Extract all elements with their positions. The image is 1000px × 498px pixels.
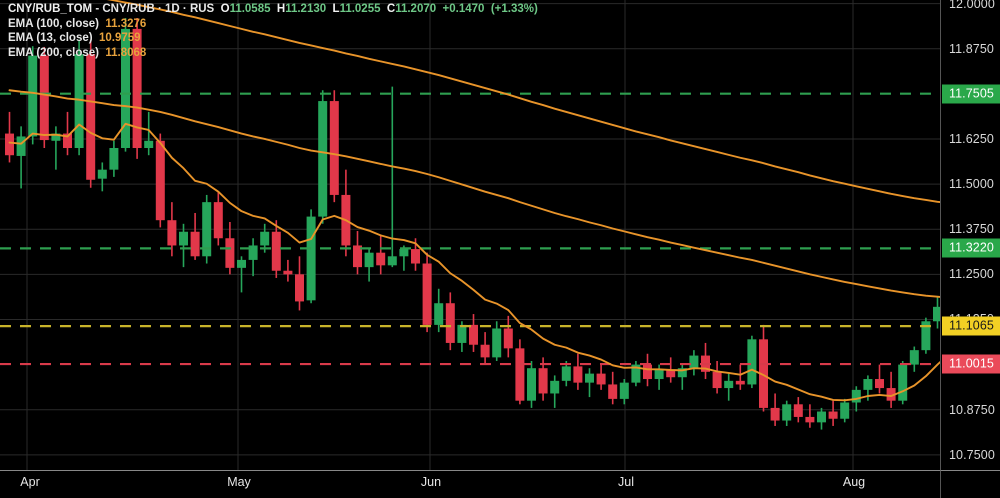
candlestick [875, 364, 884, 394]
candlestick [28, 46, 38, 145]
time-tick-label: May [227, 475, 251, 489]
candlestick [480, 332, 490, 365]
price-tick-label: 12.0000 [949, 0, 995, 11]
candlestick [817, 407, 826, 430]
candlestick [132, 18, 142, 159]
candlestick [155, 133, 165, 228]
ema-200-line [106, 0, 940, 204]
candlestick [724, 373, 734, 401]
time-tick-label: Aug [842, 475, 866, 489]
price-tick-label: 10.7500 [949, 447, 995, 462]
candlestick [39, 46, 49, 149]
ema-13-line [8, 122, 940, 402]
candlestick [909, 346, 919, 372]
candlestick [759, 324, 768, 412]
candlestick [898, 360, 908, 405]
candlestick [434, 288, 444, 333]
price-badge[interactable]: 11.0015 [942, 354, 1000, 374]
candlestick [51, 126, 61, 170]
candlestick [109, 140, 119, 177]
candlestick [793, 397, 803, 423]
plot-area[interactable] [0, 0, 940, 470]
price-tick-label: 11.5000 [949, 177, 994, 192]
price-badge[interactable]: 11.7505 [942, 84, 1000, 104]
candlestick [747, 335, 757, 389]
price-tick-label: 10.8750 [949, 402, 995, 417]
candlestick [271, 220, 281, 278]
candlestick [828, 400, 838, 426]
candlestick [248, 238, 258, 277]
candlestick [550, 375, 560, 408]
time-tick-label: Jun [420, 475, 442, 489]
candlestick [515, 339, 525, 405]
candlestick [677, 364, 687, 390]
candlestick [561, 360, 571, 387]
candlestick [306, 209, 316, 304]
candlestick [5, 111, 14, 163]
candlestick [74, 39, 84, 156]
candlestick [97, 162, 107, 192]
candlestick [318, 90, 328, 224]
candlestick [445, 292, 455, 351]
candlestick [631, 360, 641, 387]
candlestick [503, 315, 513, 358]
price-tick-label: 11.2500 [949, 267, 994, 282]
candlestick [237, 256, 246, 293]
candlestick [933, 296, 940, 329]
candlestick [619, 379, 629, 405]
price-badge[interactable]: 11.1065 [942, 316, 1000, 336]
candlestick [921, 317, 931, 354]
candlestick [167, 202, 177, 257]
time-tick-label: Apr [20, 475, 40, 489]
candlestick [179, 223, 188, 268]
candlestick [283, 259, 293, 282]
price-badge[interactable]: 11.3220 [942, 238, 1000, 258]
candlestick [422, 252, 432, 333]
time-tick-label: Jul [618, 475, 634, 489]
candlestick [341, 169, 351, 257]
candlestick [16, 126, 26, 189]
price-tick-label: 11.8750 [949, 41, 994, 56]
candlestick [492, 321, 502, 361]
candlestick [202, 194, 212, 264]
candlestick [295, 256, 304, 311]
candlestick [712, 360, 722, 394]
candlestick [689, 350, 699, 376]
candlestick [213, 191, 223, 246]
candlestick [782, 400, 792, 426]
time-axis[interactable]: Apr May Jun Jul Aug [0, 470, 940, 498]
candlestick [840, 398, 850, 423]
candlestick [144, 111, 154, 156]
candlestick [573, 353, 583, 390]
candlestick [63, 111, 72, 156]
axis-corner [940, 470, 1000, 498]
price-tick-label: 11.3750 [949, 222, 994, 237]
candlestick [805, 404, 815, 428]
candlestick [329, 90, 339, 203]
candlestick [596, 364, 606, 390]
candlestick-canvas [0, 0, 940, 470]
candlestick [701, 342, 710, 380]
ema-100-line [8, 89, 940, 298]
candlestick [387, 86, 397, 268]
candlestick [121, 18, 130, 152]
price-axis[interactable]: 12.0000 11.8750 11.6250 11.5000 11.3750 11.25… [940, 0, 1000, 498]
candlestick [376, 234, 386, 275]
candlestick [469, 314, 478, 352]
candlestick [399, 245, 409, 271]
candlestick [527, 360, 536, 408]
candlestick [353, 231, 362, 275]
candlestick [770, 393, 780, 426]
candlestick [886, 371, 896, 408]
candlestick [735, 364, 745, 390]
candlestick [190, 212, 200, 260]
candlestick [585, 368, 594, 398]
candlestick [608, 371, 618, 405]
candlestick [364, 249, 374, 282]
candlestick [86, 39, 96, 188]
price-tick-label: 11.6250 [949, 131, 994, 146]
